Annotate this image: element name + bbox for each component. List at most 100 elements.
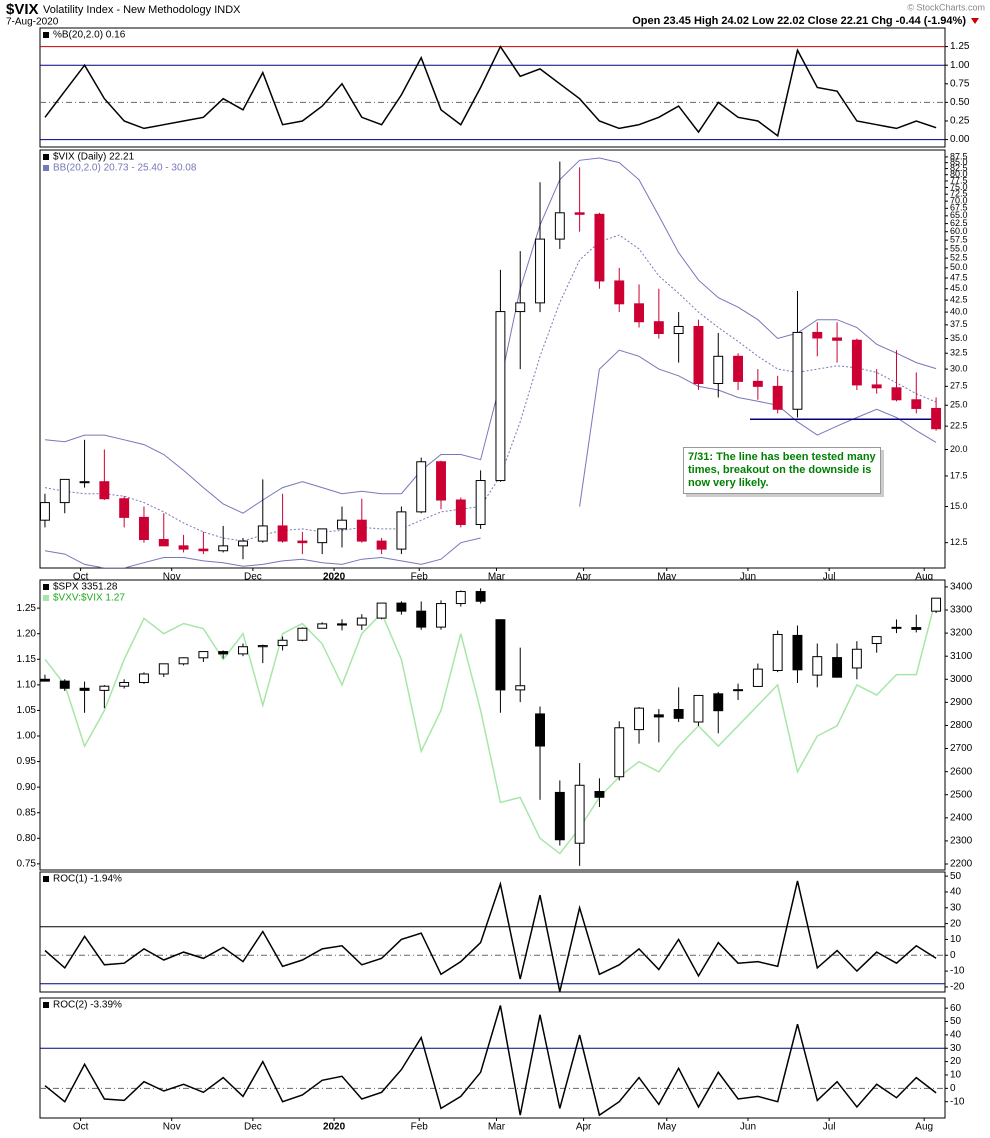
candle-body [693, 325, 704, 384]
y-tick-label: 0 [950, 950, 956, 961]
candle-body [713, 693, 724, 712]
y2-tick-label: 1.20 [17, 628, 37, 639]
candle-body [59, 478, 70, 504]
candle-body [79, 687, 90, 691]
candle-body [337, 519, 347, 530]
y-tick-label: 15.0 [950, 501, 968, 511]
x-tick-label: Feb [411, 1122, 429, 1133]
y-tick-label: 2900 [950, 697, 973, 708]
candle-body [752, 668, 763, 687]
legend-label: BB(20,2.0) 20.73 - 25.40 - 30.08 [53, 163, 197, 174]
candle-body [178, 545, 189, 550]
band-upper [44, 157, 937, 514]
y-tick-label: 40 [950, 1030, 962, 1041]
candle-body [297, 540, 308, 544]
candle-body [139, 516, 149, 541]
y-tick-label: 10 [950, 1070, 962, 1081]
y-tick-label: 2200 [950, 859, 973, 870]
x-tick-label: Mar [488, 1122, 506, 1133]
candle-body [59, 680, 70, 689]
y-tick-label: 10 [950, 934, 962, 945]
candle-body [139, 673, 149, 684]
x-tick-label: Dec [244, 1122, 262, 1133]
legend-icon [43, 154, 49, 160]
candle-body [337, 623, 347, 626]
y2-tick-label: 1.00 [17, 731, 37, 742]
plot-area [40, 880, 945, 992]
candle-body [733, 355, 744, 382]
candle-body [356, 617, 367, 626]
y-tick-label: 2300 [950, 836, 973, 847]
candle-body [653, 714, 664, 718]
plot-area [40, 1005, 945, 1117]
line [44, 880, 937, 992]
candle-body [198, 548, 209, 552]
candle-body [554, 791, 565, 841]
candle-body [792, 634, 803, 671]
x-tick-label: Dec [244, 572, 262, 583]
candle-body [297, 627, 308, 641]
x-tick-label: Apr [576, 1122, 592, 1133]
y-tick-label: 25.0 [950, 400, 968, 410]
candle-body [812, 331, 823, 339]
legend-label: $SPX 3351.28 [53, 582, 118, 593]
candle-body [772, 385, 783, 410]
y-tick-label: 0.75 [950, 78, 970, 89]
candle-body [614, 727, 625, 778]
y-tick-label: 50.0 [950, 262, 968, 272]
candle-body [792, 331, 803, 410]
x-tick-label: Oct [73, 572, 89, 583]
candle-body [891, 387, 902, 401]
y2-tick-label: 0.75 [17, 859, 37, 870]
y2-tick-label: 0.95 [17, 756, 37, 767]
candle-body [277, 525, 288, 542]
candle-body [99, 685, 110, 691]
candle-body [851, 648, 862, 669]
y-tick-label: 27.5 [950, 381, 968, 391]
y-tick-label: 45.0 [950, 283, 968, 293]
candle-body [436, 603, 446, 628]
y-tick-label: 30 [950, 1043, 962, 1054]
down-arrow [971, 18, 979, 24]
x-tick-label: May [657, 572, 676, 583]
x-tick-label: Aug [915, 572, 933, 583]
candle-body [158, 663, 169, 675]
candle-body [574, 212, 585, 215]
candle-body [198, 651, 209, 659]
y-tick-label: 85.0 [950, 157, 968, 167]
y-tick-label: 80.0 [950, 169, 968, 179]
candle-body [376, 540, 387, 550]
y-tick-label: 67.5 [950, 203, 968, 213]
line [44, 1005, 937, 1117]
credit: © StockCharts.com [907, 2, 985, 12]
y-tick-label: 3400 [950, 582, 973, 593]
candle-body [218, 651, 229, 655]
line [44, 45, 937, 138]
candle-body [475, 480, 486, 525]
candle-body [535, 713, 545, 747]
x-tick-label: Jul [823, 1122, 836, 1133]
x-tick-label: May [657, 1122, 676, 1133]
candle-body [79, 481, 90, 484]
y-tick-label: 60 [950, 1003, 962, 1014]
date: 7-Aug-2020 [6, 17, 59, 28]
candle-body [495, 619, 506, 691]
y-tick-label: 2700 [950, 743, 973, 754]
legend-label: ROC(1) -1.94% [53, 874, 122, 885]
legend-label: ROC(2) -3.39% [53, 1000, 122, 1011]
y-tick-label: 62.5 [950, 218, 968, 228]
y-tick-label: 50 [950, 1016, 962, 1027]
y-tick-label: 2400 [950, 812, 973, 823]
candle-body [574, 784, 585, 844]
panel-frame [39, 27, 946, 148]
plot-area [40, 157, 942, 568]
legend-label: $VIX (Daily) 22.21 [53, 152, 135, 163]
candle-body [475, 591, 486, 602]
y-tick-label: 20.0 [950, 444, 968, 454]
x-tick-label: Jul [823, 572, 836, 583]
y-tick-label: 47.5 [950, 272, 968, 282]
y-tick-label: 40 [950, 887, 962, 898]
candle-body [238, 646, 248, 655]
x-tick-label: Oct [73, 1122, 89, 1133]
x-tick-label: Jun [740, 572, 756, 583]
